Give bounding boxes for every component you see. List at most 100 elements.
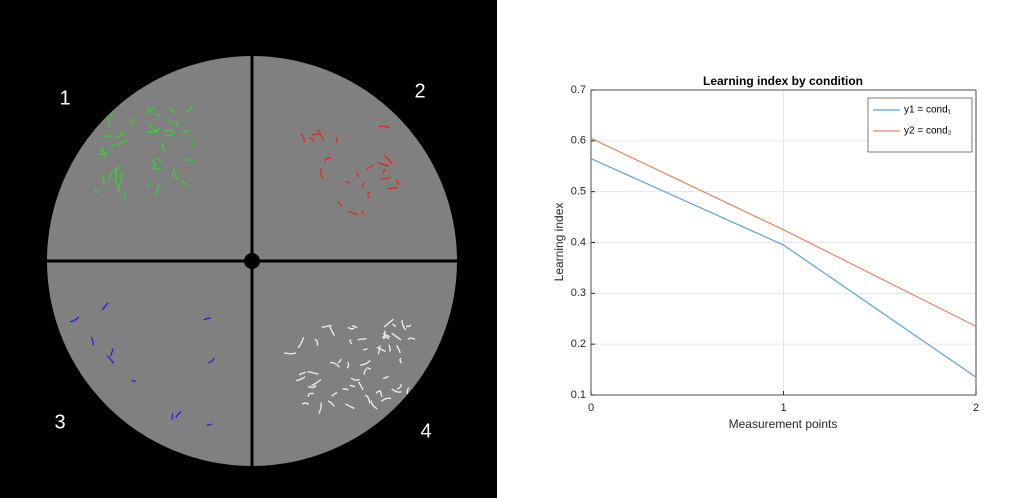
track: [380, 397, 392, 402]
track: [350, 377, 360, 381]
quadrant-label: 4: [420, 420, 431, 442]
track: [108, 170, 114, 181]
track: [324, 157, 332, 162]
track: [376, 390, 381, 394]
track: [309, 137, 315, 143]
y-axis-label: Learning index: [552, 203, 566, 282]
track: [346, 361, 350, 369]
track: [391, 332, 402, 341]
track: [357, 337, 367, 341]
track: [114, 167, 118, 180]
track: [382, 336, 390, 340]
track: [164, 133, 174, 137]
track: [331, 392, 338, 397]
track: [115, 132, 126, 139]
track: [100, 173, 105, 185]
track: [100, 146, 107, 157]
track: [203, 317, 211, 321]
track: [364, 394, 371, 404]
track: [185, 107, 193, 113]
track: [405, 324, 412, 328]
y-tick-label: 0.7: [571, 84, 586, 96]
track: [314, 338, 319, 346]
track: [301, 402, 310, 406]
series-line: [590, 158, 977, 378]
track: [366, 164, 374, 170]
track: [110, 113, 114, 118]
track: [307, 392, 314, 397]
track: [399, 357, 402, 364]
track: [407, 337, 416, 341]
track: [152, 167, 161, 170]
track: [170, 166, 175, 178]
track: [174, 172, 178, 180]
x-axis-label: Measurement points: [729, 417, 838, 431]
chart-title: Learning index by condition: [703, 74, 863, 88]
track: [146, 106, 156, 114]
track: [378, 125, 391, 129]
track: [123, 193, 126, 200]
track: [358, 381, 364, 391]
track: [298, 371, 306, 376]
track: [69, 316, 80, 323]
series-line: [590, 137, 977, 327]
track: [348, 210, 358, 216]
track: [90, 337, 94, 346]
track: [109, 348, 114, 357]
quadrant-label: 1: [59, 87, 70, 109]
track: [392, 323, 397, 328]
track: [93, 188, 100, 193]
track: [380, 176, 391, 180]
center-platform: [244, 253, 260, 269]
track: [342, 388, 349, 391]
y-tick-label: 0.3: [571, 287, 586, 299]
track: [131, 379, 137, 382]
legend-label: y2 = cond₂: [904, 126, 952, 137]
track: [300, 133, 306, 143]
track: [166, 119, 173, 123]
track: [320, 167, 324, 179]
track: [103, 135, 112, 138]
quadrant-label: 3: [54, 411, 65, 433]
track: [335, 137, 339, 143]
track: [391, 388, 402, 393]
track: [337, 200, 342, 207]
track: [337, 358, 342, 364]
track: [382, 333, 391, 338]
track: [317, 129, 325, 141]
track: [284, 352, 297, 355]
track: [366, 367, 372, 370]
track: [169, 107, 176, 114]
track: [101, 302, 109, 311]
track: [349, 384, 356, 388]
tracks: [69, 100, 416, 426]
quadrant-label: 2: [414, 80, 425, 102]
y-tick-label: 0.4: [571, 236, 586, 248]
track: [130, 117, 135, 126]
track: [383, 154, 393, 165]
track: [361, 210, 365, 216]
track: [387, 186, 398, 190]
legend-box: [867, 97, 973, 153]
track: [164, 129, 176, 134]
track: [367, 191, 371, 198]
track: [401, 319, 407, 331]
track: [97, 151, 108, 155]
track: [363, 368, 367, 375]
track: [155, 157, 163, 162]
track: [297, 337, 305, 349]
track: [184, 159, 194, 162]
track: [208, 357, 215, 364]
track: [146, 106, 151, 114]
track: [377, 161, 390, 167]
track: [180, 180, 188, 187]
track: [376, 346, 386, 353]
track: [395, 345, 401, 354]
track: [330, 361, 340, 368]
track: [295, 376, 306, 382]
axes-box: [590, 89, 977, 396]
track: [206, 423, 213, 426]
track: [106, 354, 115, 364]
track: [355, 172, 360, 178]
